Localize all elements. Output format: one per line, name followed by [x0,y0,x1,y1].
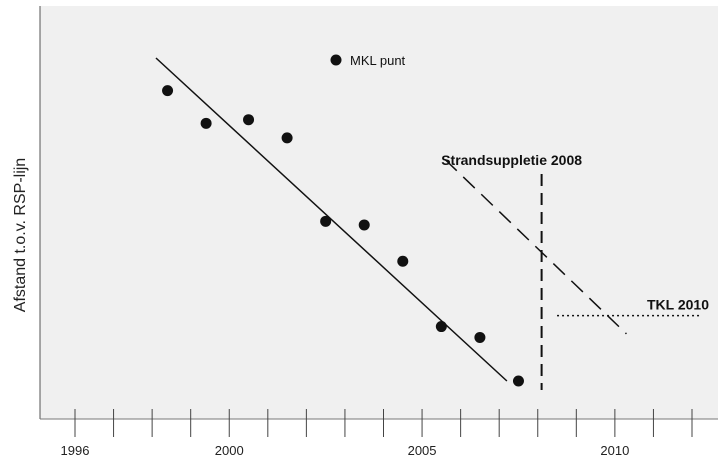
trend-lines [155,57,627,382]
x-axis-tick-labels: 1996 2000 2005 2010 [61,443,630,458]
plot-area [40,6,718,419]
x-tick-label-2000: 2000 [215,443,244,458]
mkl-point-9 [474,331,486,343]
data-points [162,85,524,387]
mkl-point-8 [435,321,447,333]
strandsuppletie-label: Strandsuppletie 2008 [441,152,582,168]
tkl-label: TKL 2010 [647,297,709,313]
x-tick-label-2005: 2005 [408,443,437,458]
annotations: Strandsuppletie 2008 TKL 2010 [441,152,709,390]
trend-line-solid [155,57,508,382]
x-axis-ticks [74,409,693,437]
mkl-point-6 [358,219,370,231]
x-tick-label-2010: 2010 [600,443,629,458]
legend: MKL punt [330,53,406,68]
legend-marker [330,54,342,66]
trend-line-dashed [444,159,627,335]
y-axis-label: Afstand t.o.v. RSP-lijn [12,158,29,312]
mkl-point-10 [512,375,524,387]
mkl-point-1 [162,85,174,97]
legend-label: MKL punt [350,53,406,68]
x-tick-label-1996: 1996 [61,443,90,458]
mkl-point-3 [243,114,255,126]
mkl-point-5 [320,215,332,227]
mkl-point-7 [397,255,409,267]
mkl-point-4 [281,132,293,144]
mkl-point-2 [200,117,212,129]
